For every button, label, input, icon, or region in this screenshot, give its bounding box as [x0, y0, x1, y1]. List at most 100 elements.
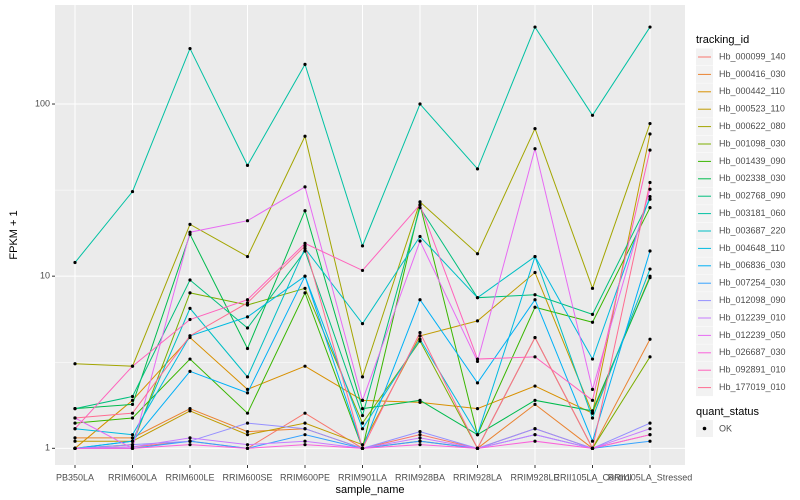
legend-label: Hb_000622_080 [719, 121, 786, 131]
legend-label: Hb_002768_090 [719, 191, 786, 201]
legend-label: Hb_003181_060 [719, 208, 786, 218]
x-axis-title: sample_name [335, 484, 404, 496]
point [590, 286, 595, 290]
point [533, 147, 537, 151]
point [360, 244, 365, 248]
point [303, 427, 307, 431]
point [245, 315, 250, 319]
point [475, 252, 480, 256]
point [73, 421, 77, 425]
legend-label: Hb_177019_010 [719, 382, 786, 392]
point [73, 260, 77, 265]
legend-label: Hb_012098_090 [719, 295, 786, 305]
point [245, 433, 250, 437]
point [188, 230, 192, 234]
point [590, 409, 595, 413]
point [475, 319, 480, 323]
legend-label: Hb_000442_110 [719, 86, 785, 96]
legend-label: Hb_012239_050 [719, 330, 786, 340]
point [130, 364, 135, 368]
point [648, 197, 652, 201]
point [360, 421, 365, 425]
legend-title: quant_status [696, 406, 759, 418]
point [590, 416, 595, 420]
x-tick-label: RRIM600LA [108, 472, 157, 482]
point [360, 413, 365, 418]
point [245, 346, 250, 351]
point [73, 362, 77, 366]
point [188, 46, 192, 51]
legend-label: Hb_001439_090 [719, 156, 786, 166]
point [360, 446, 365, 450]
point [73, 446, 77, 450]
point [590, 387, 595, 391]
point [130, 433, 135, 437]
point [533, 398, 537, 402]
point [245, 219, 250, 223]
point [418, 443, 422, 447]
legend-label: Hb_003687_220 [719, 225, 786, 235]
point [130, 189, 135, 194]
point [418, 331, 422, 335]
point [360, 443, 365, 447]
point [360, 407, 365, 411]
point [418, 334, 422, 338]
legend-point [702, 426, 707, 431]
point [130, 394, 135, 399]
point [533, 439, 537, 443]
point [303, 433, 307, 437]
point [303, 185, 307, 189]
point [648, 206, 652, 210]
y-tick-label: 10 [40, 271, 50, 281]
point [533, 25, 537, 29]
point [303, 364, 307, 368]
point [648, 194, 652, 199]
point [303, 62, 307, 66]
legend-label: Hb_012239_010 [719, 312, 786, 322]
point [590, 312, 595, 316]
point [130, 411, 135, 415]
point [533, 427, 537, 431]
point [475, 359, 480, 363]
point [188, 369, 192, 373]
point [475, 167, 480, 171]
point [130, 439, 135, 443]
point [648, 439, 652, 443]
point [648, 121, 652, 126]
legend-label: Hb_000416_030 [719, 69, 786, 79]
point [475, 296, 480, 300]
legend-label: Hb_006836_030 [719, 260, 786, 270]
x-tick-label: RRIM600SE [222, 472, 272, 482]
point [188, 439, 192, 443]
point [245, 411, 250, 415]
point [533, 433, 537, 437]
point [130, 416, 135, 420]
point [590, 398, 595, 402]
x-tick-label: PB350LA [56, 472, 94, 482]
point [475, 357, 480, 361]
point [475, 433, 480, 437]
point [475, 446, 480, 450]
legend-label: Hb_000523_110 [719, 104, 785, 114]
point [418, 200, 422, 204]
point [303, 244, 307, 248]
point [73, 427, 77, 431]
point [130, 446, 135, 450]
point [303, 286, 307, 290]
point [418, 298, 422, 302]
point [245, 387, 250, 391]
point [533, 402, 537, 406]
point [245, 326, 250, 330]
point [303, 291, 307, 295]
point [533, 298, 537, 302]
point [73, 416, 77, 420]
point [533, 254, 537, 259]
point [648, 355, 652, 359]
point [648, 337, 652, 341]
point [360, 375, 365, 379]
point [188, 291, 192, 295]
point [188, 306, 192, 310]
y-tick-label: 100 [35, 98, 50, 108]
point [533, 335, 537, 340]
x-tick-label: RRIM600PE [280, 472, 330, 482]
